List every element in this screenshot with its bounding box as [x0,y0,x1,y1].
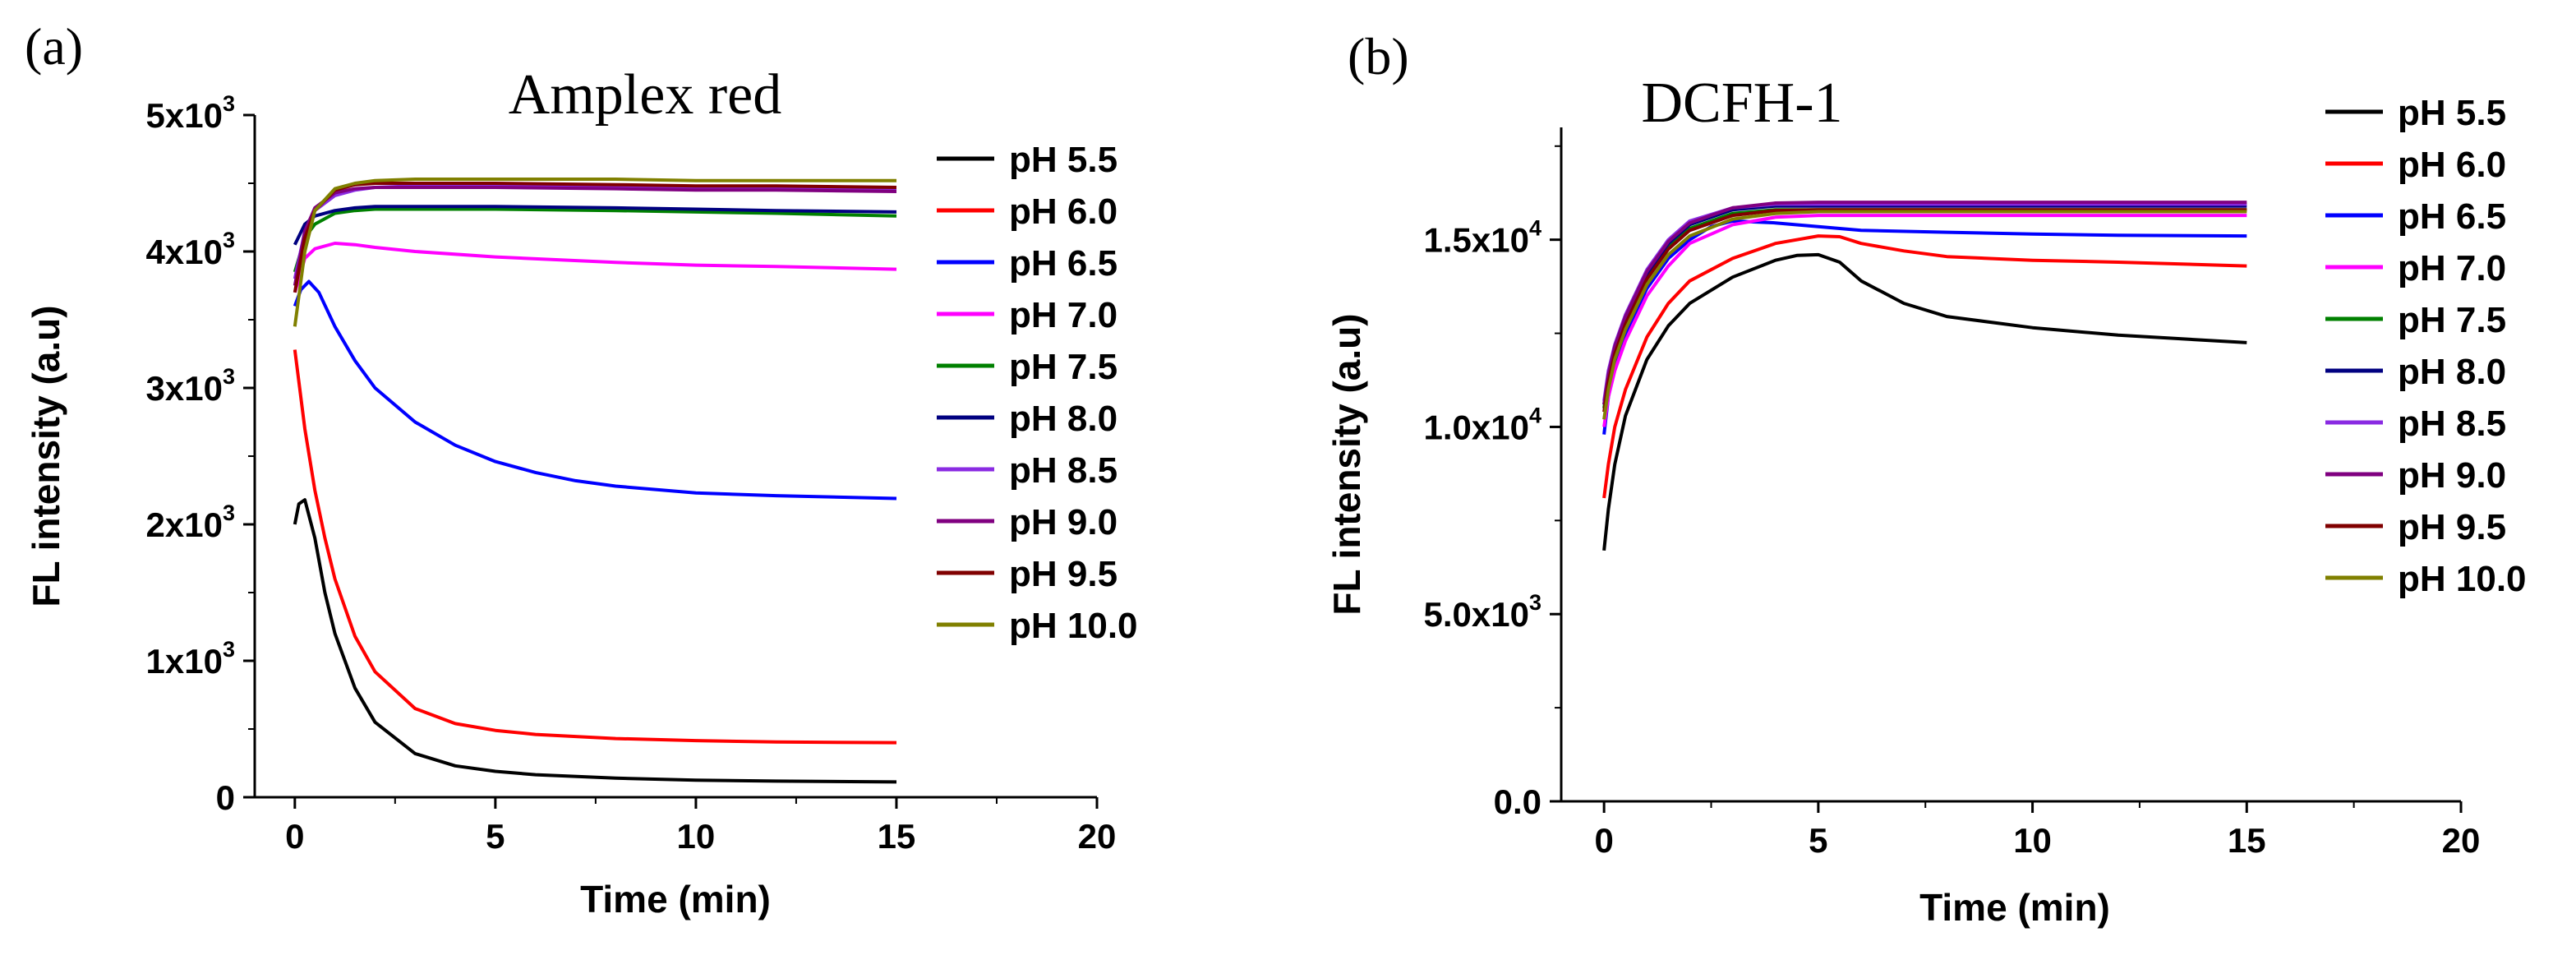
chart-panel-a: (a) Amplex red 0 5 10 15 20 0 1x103 2x103 3x103 4x1… [25,17,1138,921]
series-line-ph-8-5 [293,184,897,279]
y-tick-label: 4x103 [146,228,235,271]
series-line-ph-10-0 [1602,210,2247,420]
x-tick-label: 15 [878,817,916,856]
legend-label: pH 9.0 [2398,455,2506,496]
legend-label: pH 5.5 [1009,140,1117,180]
legend-label: pH 10.0 [2398,559,2527,599]
legend-label: pH 8.0 [2398,352,2506,392]
series-line-ph-9-0 [293,186,897,286]
legend-label: pH 7.0 [2398,248,2506,288]
series-line-ph-9-5 [1602,208,2247,413]
x-tick-label: 20 [1078,817,1117,856]
y-tick-label: 0.0 [1494,782,1541,821]
x-axis-title: Time (min) [1919,886,2110,929]
legend-label: pH 8.5 [2398,404,2506,444]
legend-label: pH 9.5 [2398,507,2506,547]
y-axis-title: FL intensity (a.u) [1325,313,1368,615]
y-tick-label: 1.0x104 [1424,403,1542,446]
x-tick-label: 15 [2228,821,2266,860]
series-line-ph-7-0 [293,242,897,293]
x-tick-label: 0 [1594,821,1613,860]
legend-label: pH 8.0 [1009,399,1117,439]
series-line-ph-6-0 [1602,234,2247,499]
y-tick-label: 5x103 [146,91,235,135]
chart-title: Amplex red [509,63,781,127]
y-tick-label: 1x103 [146,637,235,681]
x-tick-label: 20 [2442,821,2481,860]
y-tick-label: 2x103 [146,501,235,544]
series-line-ph-8-0 [293,205,897,246]
legend-label: pH 6.5 [1009,243,1117,284]
series-line-ph-10-0 [293,178,896,327]
legend-label: pH 6.0 [2398,145,2506,185]
chart-panel-b: (b) DCFH-1 0 5 10 15 20 0.0 5.0x103 1.0x104 1.5x10… [1325,27,2527,929]
legend-label: pH 6.5 [2398,196,2506,237]
series-line-ph-5-5 [293,498,897,784]
legend-label: pH 7.5 [2398,300,2506,340]
series-line-ph-6-0 [293,349,897,745]
legend-label: pH 7.0 [1009,295,1117,335]
chart-title: DCFH-1 [1641,72,1842,135]
legend-label: pH 5.5 [2398,93,2506,133]
legend-label: pH 10.0 [1009,606,1138,646]
y-tick-label: 0 [216,778,235,817]
legend-label: pH 7.5 [1009,347,1117,387]
panel-label: (a) [25,17,83,76]
y-axis-title: FL intensity (a.u) [25,305,67,607]
legend-label: pH 9.0 [1009,502,1117,542]
legend-label: pH 6.0 [1009,191,1117,232]
legend-label: pH 9.5 [1009,554,1117,594]
legend-label: pH 8.5 [1009,450,1117,491]
x-tick-label: 10 [677,817,716,856]
y-tick-label: 5.0x103 [1424,590,1542,634]
series-line-ph-5-5 [1602,252,2247,551]
x-tick-label: 0 [285,817,304,856]
x-tick-label: 10 [2013,821,2052,860]
series-line-ph-6-5 [293,279,897,501]
y-tick-label: 1.5x104 [1424,216,1542,260]
series-line-ph-7-0 [1602,214,2247,427]
series-line-ph-9-5 [293,182,897,293]
x-tick-label: 5 [486,817,505,856]
panel-label: (b) [1348,27,1409,85]
x-tick-label: 5 [1809,821,1827,860]
series-line-ph-9-0 [1602,201,2247,405]
series-line-ph-7-5 [293,207,897,273]
y-tick-label: 3x103 [146,364,235,408]
x-axis-title: Time (min) [580,878,771,921]
